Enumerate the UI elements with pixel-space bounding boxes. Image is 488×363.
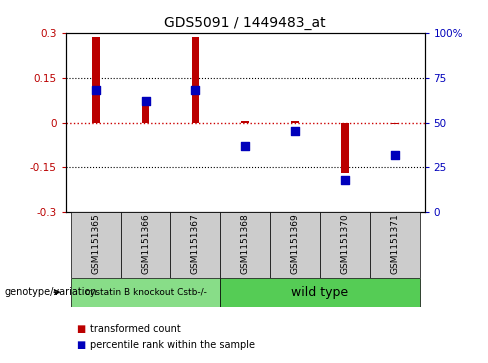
Text: GSM1151368: GSM1151368 bbox=[241, 214, 250, 274]
Bar bbox=[220, 278, 420, 307]
Text: GSM1151365: GSM1151365 bbox=[91, 214, 100, 274]
Text: cystatin B knockout Cstb-/-: cystatin B knockout Cstb-/- bbox=[84, 288, 206, 297]
Point bbox=[341, 177, 349, 183]
Bar bbox=[320, 212, 370, 278]
Bar bbox=[142, 106, 149, 123]
Text: GSM1151366: GSM1151366 bbox=[141, 214, 150, 274]
Point bbox=[291, 129, 299, 134]
Bar bbox=[291, 121, 299, 123]
Bar bbox=[242, 121, 249, 123]
Bar bbox=[121, 212, 170, 278]
Bar bbox=[170, 212, 220, 278]
Text: ■: ■ bbox=[76, 323, 85, 334]
Text: GSM1151367: GSM1151367 bbox=[191, 214, 200, 274]
Bar bbox=[391, 123, 398, 124]
Point bbox=[242, 143, 249, 149]
Text: wild type: wild type bbox=[291, 286, 348, 299]
Bar bbox=[370, 212, 420, 278]
Text: percentile rank within the sample: percentile rank within the sample bbox=[90, 340, 255, 350]
Text: GSM1151370: GSM1151370 bbox=[340, 214, 349, 274]
Title: GDS5091 / 1449483_at: GDS5091 / 1449483_at bbox=[164, 16, 326, 30]
Bar bbox=[270, 212, 320, 278]
Text: transformed count: transformed count bbox=[90, 323, 181, 334]
Point bbox=[391, 152, 399, 158]
Point bbox=[92, 87, 100, 93]
Text: GSM1151369: GSM1151369 bbox=[290, 214, 300, 274]
Bar bbox=[92, 37, 100, 123]
Bar bbox=[220, 212, 270, 278]
Bar bbox=[341, 123, 348, 174]
Text: GSM1151371: GSM1151371 bbox=[390, 214, 399, 274]
Bar bbox=[192, 37, 199, 123]
Bar bbox=[71, 212, 121, 278]
Point bbox=[191, 87, 199, 93]
Point bbox=[142, 98, 149, 104]
Text: genotype/variation: genotype/variation bbox=[5, 287, 98, 297]
Bar bbox=[71, 278, 220, 307]
Text: ■: ■ bbox=[76, 340, 85, 350]
